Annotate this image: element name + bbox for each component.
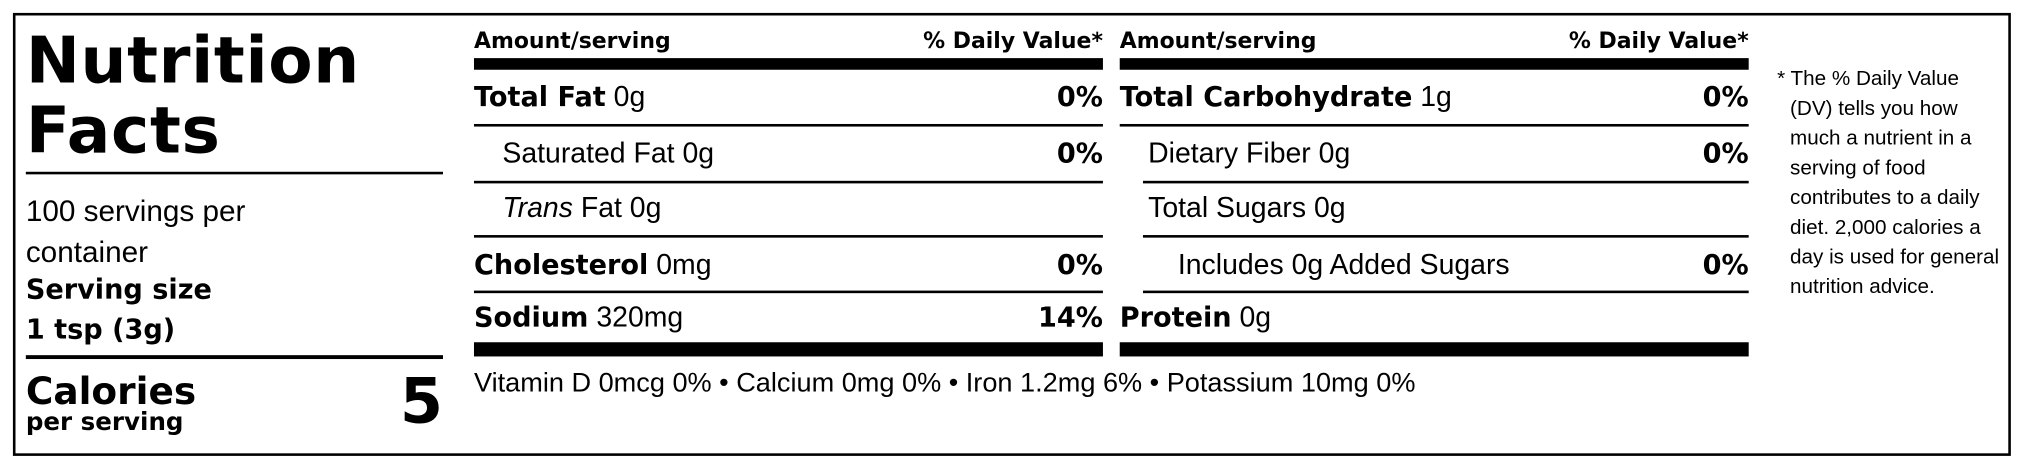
- header-left: Amount/serving: [473, 28, 671, 55]
- rule: [25, 355, 443, 360]
- nutrient-row: Protein 0g: [1120, 292, 1749, 344]
- daily-value: 0%: [1702, 138, 1749, 170]
- nutrient-name-prefix: Trans: [502, 191, 573, 224]
- rule: [473, 235, 1103, 238]
- nutrient-row: Cholesterol 0mg 0%: [474, 239, 1103, 291]
- serving-size: 1 tsp (3g): [25, 313, 176, 345]
- nutrient-name: Protein: [1119, 302, 1232, 334]
- daily-value: 0%: [1056, 81, 1103, 113]
- nutrient-row: Total Sugars 0g: [1148, 182, 1749, 234]
- daily-value: 0%: [1702, 81, 1749, 113]
- nutrient-amount: 0g: [682, 136, 715, 170]
- nutrient-name: Saturated Fat: [502, 136, 675, 170]
- rule: [1119, 123, 1749, 127]
- nutrient-row: Dietary Fiber 0g 0%: [1148, 128, 1749, 180]
- nutrient-name: Fat: [580, 191, 622, 224]
- rule: [473, 180, 1103, 184]
- thick-rule: [1119, 58, 1749, 70]
- rule: [473, 123, 1103, 127]
- footnote: * The % Daily Value (DV) tells you how m…: [1777, 68, 2000, 299]
- nutrient-name: Includes: [1177, 247, 1284, 281]
- vitamins: Vitamin D 0mcg 0% • Calcium 0mg 0% • Iro…: [473, 368, 1416, 398]
- rule: [1142, 290, 1749, 294]
- nutrient-name: Dietary Fiber: [1148, 136, 1311, 170]
- title: Nutrition Facts: [25, 23, 360, 168]
- nutrient-amount: 320mg: [596, 300, 684, 334]
- header-right: % Daily Value*: [1568, 28, 1749, 55]
- nutrient-name: Total Fat: [473, 81, 606, 113]
- nutrient-amount: 0g: [613, 80, 646, 113]
- servings: 100 servings per container: [25, 193, 246, 269]
- nutrient-row: Total Carbohydrate 1g 0%: [1120, 71, 1749, 123]
- serving-size-label: Serving size: [25, 273, 212, 305]
- nutrient-name: Sodium: [473, 302, 589, 334]
- calories-value: 5: [399, 365, 443, 438]
- rule: [25, 171, 443, 175]
- nutrient-name: Total Sugars: [1148, 191, 1307, 224]
- daily-value: 0%: [1056, 138, 1103, 170]
- calories-label: Calories: [25, 369, 197, 414]
- nutrient-name: Cholesterol: [473, 249, 649, 281]
- daily-value: 0%: [1056, 249, 1103, 281]
- nutrient-row: Trans Fat 0g: [502, 182, 1103, 234]
- nutrient-name: Total Carbohydrate: [1119, 81, 1413, 113]
- rule: [1142, 180, 1749, 184]
- nutrient-amount: 0g: [1314, 191, 1346, 224]
- thick-rule: [1119, 342, 1749, 357]
- daily-value: 14%: [1038, 302, 1103, 334]
- rule: [1142, 235, 1749, 238]
- nutrient-row: Total Fat 0g 0%: [474, 71, 1103, 123]
- calories-sub: per serving: [25, 408, 184, 437]
- nutrient-row: Includes 0g Added Sugars 0%: [1178, 239, 1749, 291]
- thick-rule: [473, 58, 1103, 70]
- nutrient-amount: 0g: [1291, 247, 1324, 281]
- border: [12, 12, 2011, 456]
- thick-rule: [473, 342, 1103, 357]
- daily-value: 0%: [1702, 249, 1749, 281]
- nutrient-amount: 0mg: [656, 247, 712, 281]
- nutrient-suffix: Added Sugars: [1329, 247, 1510, 281]
- nutrient-amount: 0g: [1239, 300, 1272, 334]
- header-right: % Daily Value*: [923, 28, 1103, 55]
- nutrient-amount: 1g: [1420, 80, 1452, 113]
- nutrient-amount: 0g: [1318, 136, 1351, 170]
- nutrient-row: Saturated Fat 0g 0%: [502, 128, 1103, 180]
- nutrient-row: Sodium 320mg 14%: [474, 292, 1103, 344]
- rule: [473, 290, 1103, 294]
- header-left: Amount/serving: [1119, 28, 1317, 55]
- nutrient-amount: 0g: [629, 191, 662, 224]
